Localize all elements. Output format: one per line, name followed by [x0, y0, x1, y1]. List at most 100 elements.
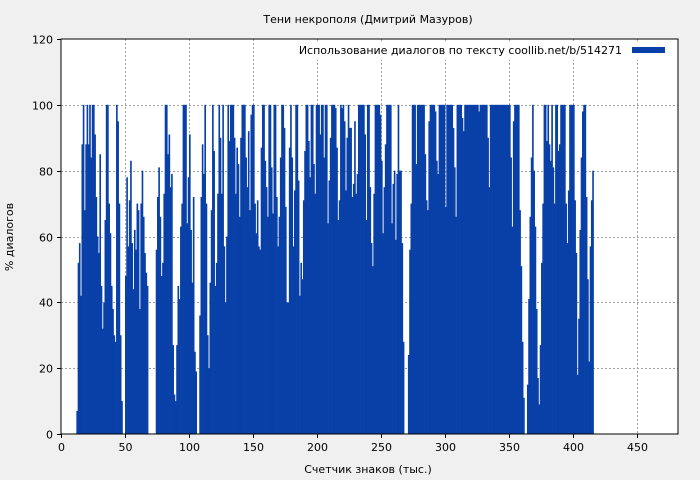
bar	[345, 190, 347, 434]
bar	[89, 104, 91, 434]
bar	[416, 104, 419, 434]
bar	[402, 341, 405, 434]
bar	[571, 104, 574, 434]
bar	[334, 108, 337, 435]
bar	[157, 197, 159, 434]
bar	[409, 249, 411, 434]
bar	[121, 401, 123, 434]
bar	[501, 104, 503, 434]
bar	[233, 137, 236, 434]
bar	[189, 134, 191, 434]
bar	[183, 104, 186, 434]
bar	[512, 121, 515, 434]
bar	[163, 193, 166, 434]
bar	[167, 154, 169, 434]
x-tick-label: 150	[243, 441, 264, 454]
bar	[264, 160, 267, 435]
bar	[141, 170, 144, 435]
bar	[382, 233, 384, 434]
bar	[258, 246, 260, 435]
bar	[282, 104, 285, 434]
bar	[270, 167, 273, 435]
bar	[492, 104, 495, 434]
bar	[96, 236, 99, 434]
bar	[231, 104, 233, 434]
bar	[105, 104, 108, 434]
bar	[104, 220, 107, 434]
bar	[112, 308, 114, 434]
bar	[237, 164, 240, 434]
bar	[132, 289, 135, 434]
bar	[361, 104, 364, 434]
bar	[185, 104, 187, 434]
legend-swatch	[632, 47, 665, 53]
bar	[213, 150, 215, 435]
bar	[419, 104, 422, 434]
bar	[500, 104, 502, 434]
bar	[498, 104, 501, 434]
bar	[573, 104, 575, 434]
bar	[249, 210, 251, 434]
bar	[377, 104, 379, 434]
bar	[374, 104, 377, 434]
bar	[232, 104, 235, 434]
bar	[214, 285, 217, 435]
bar	[177, 285, 180, 435]
bar	[370, 243, 373, 434]
bar	[119, 335, 122, 434]
bar	[304, 150, 306, 435]
bar	[286, 302, 288, 434]
bar	[392, 183, 395, 434]
bar	[126, 177, 128, 434]
bar	[388, 104, 391, 434]
x-tick-label: 300	[435, 441, 456, 454]
bar	[205, 203, 208, 434]
bar	[436, 160, 438, 435]
bar	[76, 410, 78, 434]
bar	[145, 272, 148, 434]
bar	[86, 104, 89, 434]
bar	[489, 104, 492, 434]
bar	[468, 104, 470, 434]
bar	[448, 104, 451, 434]
bar	[590, 200, 593, 434]
bar	[323, 157, 326, 434]
legend-box	[305, 42, 675, 60]
bar	[556, 104, 559, 434]
bar	[113, 335, 116, 434]
bar	[544, 104, 547, 434]
bar	[567, 190, 570, 434]
bar	[295, 104, 297, 434]
bar	[223, 246, 226, 435]
bar	[260, 147, 263, 435]
bar	[346, 137, 349, 434]
bar	[516, 104, 519, 434]
bar	[238, 216, 241, 434]
bar	[240, 137, 242, 434]
legend: Использование диалогов по тексту coollib…	[299, 42, 675, 60]
bar	[357, 104, 360, 434]
bar	[91, 104, 94, 434]
bar	[549, 160, 552, 435]
bar	[332, 104, 335, 434]
bar	[146, 285, 149, 435]
bar	[368, 104, 370, 434]
bar	[251, 104, 254, 434]
bar	[592, 170, 594, 435]
bar	[565, 203, 567, 434]
bar	[263, 104, 265, 434]
bar	[455, 216, 457, 434]
bar	[509, 104, 511, 434]
bar	[423, 104, 425, 434]
bar	[474, 104, 477, 434]
legend-label: Использование диалогов по тексту coollib…	[299, 44, 622, 57]
bar	[322, 104, 324, 434]
bar	[305, 104, 308, 434]
bar	[372, 266, 374, 435]
bar	[265, 187, 268, 435]
bar	[222, 104, 224, 434]
bar	[560, 104, 562, 434]
bar	[379, 114, 382, 435]
bar	[519, 210, 521, 434]
bar	[553, 203, 556, 434]
